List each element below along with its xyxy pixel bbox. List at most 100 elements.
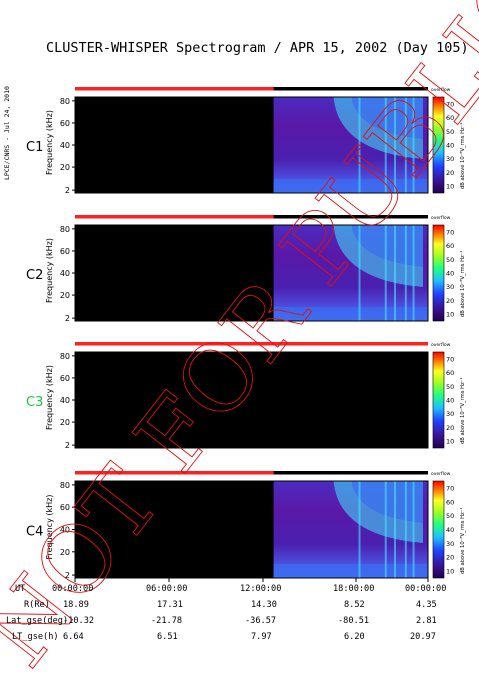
colorbar-overflow-label: overflow	[431, 87, 451, 93]
eph-time: 00:00:00	[52, 584, 94, 594]
status-flag-segment	[75, 215, 274, 219]
colorbar-tick-label: 70	[446, 228, 454, 236]
eph-label-lt: LT_gse(h)	[12, 632, 59, 642]
eph-value: 7.97	[251, 632, 272, 642]
emission-burst	[394, 481, 397, 578]
low-frequency-band	[273, 307, 428, 321]
eph-value: 6.20	[344, 632, 365, 642]
status-flag-segment	[273, 471, 428, 475]
y-tick-label: 40	[60, 269, 70, 278]
colorbar-tick-label: 30	[446, 540, 454, 548]
y-tick-label: 80	[60, 481, 70, 490]
colorbar-overflow-label: overflow	[431, 342, 451, 348]
colorbar-tick-label: 60	[446, 242, 454, 250]
emission-burst	[394, 97, 397, 193]
colorbar-tick-label: 40	[446, 270, 454, 278]
y-tick-label: 2	[65, 314, 70, 323]
colorbar	[432, 480, 445, 579]
colorbar-label: dB above 10⁻⁸V_rms Hz⁻¹	[460, 122, 466, 189]
y-tick-label: 60	[60, 119, 70, 128]
colorbar-tick-label: 50	[446, 383, 454, 391]
eph-value: 2.81	[416, 616, 437, 626]
y-tick-label: 60	[60, 247, 70, 256]
eph-value: 18.89	[63, 600, 89, 610]
emission-burst	[358, 481, 361, 578]
spacecraft-label: C2	[26, 268, 43, 283]
y-tick-label: 80	[60, 97, 70, 106]
emission-burst	[358, 97, 361, 193]
low-frequency-band	[273, 564, 428, 578]
colorbar-tick-label: 20	[446, 554, 454, 562]
panel-background	[75, 352, 428, 448]
colorbar-overflow-label: overflow	[431, 215, 451, 221]
emission-burst	[394, 225, 397, 321]
eph-time: 18:00:00	[333, 584, 375, 594]
low-frequency-band	[273, 179, 428, 193]
status-flag-segment	[273, 215, 428, 219]
eph-value: 6.64	[63, 632, 84, 642]
emission-burst	[404, 97, 407, 193]
eph-label-lat: Lat_gse(deg)	[6, 616, 69, 626]
eph-time: 06:00:00	[146, 584, 188, 594]
y-tick-label: 2	[65, 441, 70, 450]
colorbar-tick-label: 10	[446, 438, 454, 446]
colorbar-tick-label: 10	[446, 311, 454, 319]
colorbar-tick-label: 70	[446, 484, 454, 492]
eph-time: 00:00:00	[405, 584, 447, 594]
colorbar-label: dB above 10⁻⁸V_rms Hz⁻¹	[460, 507, 466, 574]
y-axis-label: Frequency (kHz)	[45, 365, 54, 430]
emission-burst	[358, 225, 361, 321]
y-tick-label: 40	[60, 526, 70, 535]
colorbar-tick-label: 60	[446, 114, 454, 122]
colorbar-tick-label: 50	[446, 128, 454, 136]
colorbar-tick-label: 40	[446, 526, 454, 534]
colorbar-tick-label: 40	[446, 142, 454, 150]
colorbar-tick-label: 50	[446, 256, 454, 264]
eph-value: 6.51	[157, 632, 178, 642]
y-tick-label: 20	[60, 163, 70, 172]
colorbar-tick-label: 30	[446, 283, 454, 291]
emission-burst	[412, 481, 415, 578]
colorbar-tick-label: 10	[446, 568, 454, 576]
status-flag-segment	[75, 471, 274, 475]
emission-burst	[412, 97, 415, 193]
y-tick-label: 80	[60, 352, 70, 361]
colorbar-tick-label: 20	[446, 424, 454, 432]
colorbar-label: dB above 10⁻⁸V_rms Hz⁻¹	[460, 250, 466, 317]
y-tick-label: 60	[60, 503, 70, 512]
colorbar-tick-label: 20	[446, 297, 454, 305]
y-tick-label: 80	[60, 225, 70, 234]
eph-label-r: R(Re)	[24, 600, 50, 610]
colorbar-label: dB above 10⁻⁸V_rms Hz⁻¹	[460, 377, 466, 444]
emission-burst	[384, 481, 387, 578]
colorbar-tick-label: 70	[446, 100, 454, 108]
eph-label-ut: UT	[15, 584, 26, 594]
colorbar	[432, 351, 445, 449]
eph-value: -10.32	[63, 616, 95, 626]
eph-value: -80.51	[338, 616, 370, 626]
colorbar-tick-label: 30	[446, 410, 454, 418]
y-tick-label: 40	[60, 396, 70, 405]
eph-value: 20.97	[410, 632, 436, 642]
y-axis-label: Frequency (kHz)	[45, 495, 54, 560]
y-tick-label: 20	[60, 291, 70, 300]
chart-title: CLUSTER-WHISPER Spectrogram / APR 15, 20…	[46, 40, 469, 56]
eph-value: -21.78	[151, 616, 183, 626]
emission-burst	[412, 225, 415, 321]
y-tick-label: 20	[60, 418, 70, 427]
emission-burst	[384, 225, 387, 321]
eph-time: 12:00:00	[240, 584, 282, 594]
eph-value: 8.52	[344, 600, 365, 610]
status-flag-segment	[75, 342, 428, 346]
y-axis-label: Frequency (kHz)	[45, 110, 54, 175]
colorbar-tick-label: 30	[446, 155, 454, 163]
colorbar	[432, 96, 445, 194]
emission-burst	[384, 97, 387, 193]
eph-value: -36.57	[245, 616, 277, 626]
status-flag-segment	[75, 87, 274, 91]
colorbar-tick-label: 50	[446, 512, 454, 520]
y-tick-label: 20	[60, 548, 70, 557]
colorbar-tick-label: 20	[446, 169, 454, 177]
colorbar-tick-label: 60	[446, 498, 454, 506]
